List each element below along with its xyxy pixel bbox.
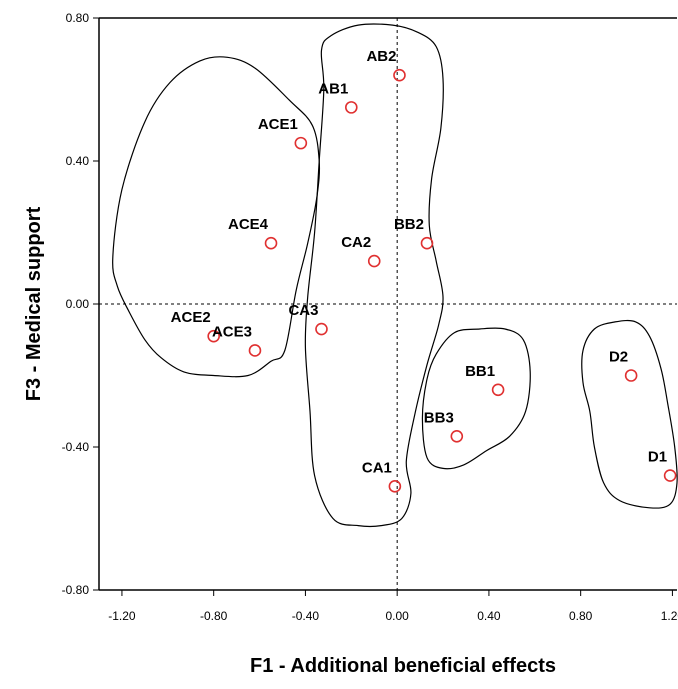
point-label-ab2: AB2 <box>366 48 396 65</box>
data-point-ace1 <box>294 136 308 150</box>
point-label-bb2: BB2 <box>394 216 424 233</box>
point-label-ab1: AB1 <box>318 80 348 97</box>
reference-lines <box>99 18 677 590</box>
cluster-outline-2 <box>304 23 444 528</box>
point-label-ace3: ACE3 <box>212 323 252 340</box>
point-label-d2: D2 <box>609 349 628 366</box>
data-point-bb1 <box>491 383 505 397</box>
x-tick-label: 0.00 <box>385 609 409 623</box>
point-label-ace2: ACE2 <box>171 309 211 326</box>
x-tick-label: 0.40 <box>477 609 501 623</box>
data-point-ace3 <box>248 344 262 357</box>
data-point-ab1 <box>345 101 358 114</box>
tick-labels: -0.80 -0.40 0.00 0.40 0.80 -1.20 -0.80 -0.40 0.0… <box>62 11 678 623</box>
data-point-d1 <box>663 469 677 482</box>
cluster-outline-1 <box>112 56 321 378</box>
data-point-ab2 <box>393 68 406 82</box>
data-point-ace4 <box>264 236 278 250</box>
cluster-outline-4 <box>581 319 678 509</box>
data-point-ca1 <box>388 480 402 493</box>
y-tick-label: 0.80 <box>66 11 90 25</box>
y-tick-label: -0.80 <box>62 583 90 597</box>
x-tick-label: -0.80 <box>200 609 228 623</box>
point-label-ace1: ACE1 <box>258 116 298 133</box>
data-point-ca3 <box>315 322 328 336</box>
x-tick-label: -1.20 <box>108 609 136 623</box>
cluster-outlines <box>112 23 678 528</box>
point-label-ca1: CA1 <box>362 459 392 476</box>
data-point-ca2 <box>367 254 381 268</box>
data-point-d2 <box>624 369 638 382</box>
axes <box>93 17 677 596</box>
data-point-bb2 <box>420 236 434 250</box>
point-label-bb1: BB1 <box>465 363 495 380</box>
x-tick-label: 0.80 <box>569 609 593 623</box>
y-tick-label: 0.40 <box>66 154 90 168</box>
point-label-ace4: ACE4 <box>228 216 269 233</box>
data-point-ace2 <box>207 329 220 343</box>
point-label-bb3: BB3 <box>424 409 454 426</box>
x-tick-label: -0.40 <box>292 609 320 623</box>
cluster-outline-3 <box>421 327 531 470</box>
point-label-ca2: CA2 <box>341 234 371 251</box>
y-axis-title: F3 - Medical support <box>23 206 45 401</box>
point-label-d1: D1 <box>648 449 667 466</box>
y-tick-label: 0.00 <box>66 297 90 311</box>
x-tick-label: 1.20 <box>661 609 678 623</box>
y-tick-label: -0.40 <box>62 440 90 454</box>
data-points <box>207 68 677 493</box>
x-axis-title: F1 - Additional beneficial effects <box>250 655 556 677</box>
data-point-bb3 <box>450 429 464 443</box>
point-label-ca3: CA3 <box>288 302 318 319</box>
